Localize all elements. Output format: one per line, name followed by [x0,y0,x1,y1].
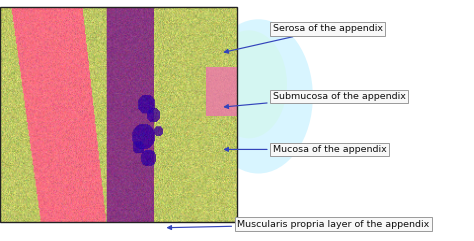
Text: Serosa of the appendix: Serosa of the appendix [224,24,383,53]
Ellipse shape [204,19,313,174]
Ellipse shape [210,30,287,138]
Text: Submucosa of the appendix: Submucosa of the appendix [225,92,405,108]
Text: Muscularis propria layer of the appendix: Muscularis propria layer of the appendix [168,220,429,229]
FancyBboxPatch shape [206,67,237,116]
Text: Mucosa of the appendix: Mucosa of the appendix [225,145,386,154]
